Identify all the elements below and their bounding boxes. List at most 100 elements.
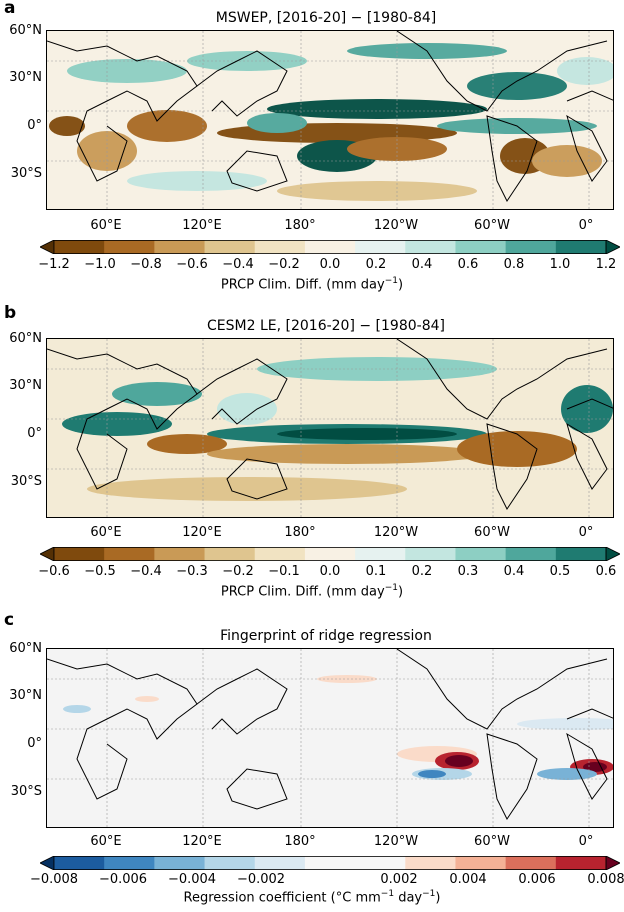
panel-a-lat-30s: 30°S [10,166,42,181]
colorbar-segment [455,856,507,870]
colorbar-tick-label: 0.5 [549,564,571,579]
colorbar-tick-label: 0.0 [319,257,341,272]
colorbar-tick-label: 1.2 [595,257,617,272]
colorbar-extend-low [40,240,55,254]
panel-a-letter: a [4,0,16,18]
panel-b-lat-60n: 60°N [9,331,42,346]
colorbar-segment [204,547,256,561]
panel-c-lon-0: 0° [578,834,594,849]
colorbar-tick-label: 0.004 [449,872,487,887]
panel-c-lon-120w: 120°W [373,834,419,849]
panel-c-letter: c [4,610,15,630]
colorbar-tick-label: −1.2 [38,257,70,272]
colorbar-frame [53,547,607,561]
colorbar-segment [204,240,256,254]
colorbar-tick-label: 0.2 [365,257,387,272]
panel-c-coastlines [47,649,613,820]
colorbar-tick-label: 1.0 [549,257,571,272]
panel-b-lat-30s: 30°S [10,474,42,489]
colorbar-segment [304,547,356,561]
colorbar-segment [54,240,105,254]
colorbar-segment [405,856,456,870]
colorbar-segment [505,856,557,870]
panel-b-lat-30n: 30°N [9,378,42,393]
colorbar-tick-label: −0.1 [268,564,300,579]
colorbar-segment [555,856,607,870]
colorbar-segment [204,856,256,870]
colorbar-frame [53,240,607,254]
panel-b-lon-60w: 60°W [474,525,510,540]
colorbar-tick-label: 0.0 [319,564,341,579]
colorbar-tick-label: −0.3 [176,564,208,579]
colorbar-segment [104,547,155,561]
colorbar-segment [505,547,557,561]
panel-a-lat-30n: 30°N [9,70,42,85]
panel-b-lon-120w: 120°W [373,525,419,540]
panel-b-coastlines [47,339,613,510]
colorbar-tick-label: 0.8 [503,257,525,272]
colorbar-tick-label: 0.3 [457,564,479,579]
panel-a-coastlines [47,31,613,202]
colorbar-segment [54,547,105,561]
panel-a-field [49,43,613,201]
colorbar-tick-label: −0.008 [29,872,79,887]
colorbar-tick-label: −1.0 [84,257,116,272]
colorbar-tick-label: −0.4 [130,564,162,579]
panel-c-lon-60w: 60°W [474,834,510,849]
colorbar-segment [405,547,456,561]
panel-a-lon-60w: 60°W [474,218,510,233]
colorbar-segment [455,240,507,254]
colorbar-extend-high [605,240,620,254]
colorbar-extend-high [605,547,620,561]
colorbar-tick-label: −0.8 [130,257,162,272]
colorbar-segment [505,240,557,254]
colorbar-segment [304,856,356,870]
panel-c-colorbar-label: Regression coefficient (°C mm−1 day−1) [183,889,441,906]
colorbar-tick-label: −0.002 [236,872,286,887]
colorbar-segment [555,240,607,254]
panel-b-lon-60e: 60°E [90,525,122,540]
panel-b-lon-120e: 120°E [182,525,222,540]
colorbar-segment [54,856,105,870]
panel-c-colorbar [40,856,620,870]
colorbar-extend-low [40,856,55,870]
panel-a-lat-60n: 60°N [9,23,42,38]
colorbar-segment [154,856,206,870]
colorbar-tick-label: −0.004 [167,872,217,887]
colorbar-tick-label: −0.2 [222,564,254,579]
panel-a-colorbar [40,240,620,254]
colorbar-segment [154,547,206,561]
colorbar-tick-label: 0.006 [518,872,556,887]
colorbar-tick-label: −0.6 [38,564,70,579]
colorbar-segment [304,240,356,254]
colorbar-segment [355,547,406,561]
panel-a-lon-120e: 120°E [182,218,222,233]
panel-c-lon-180: 180° [284,834,316,849]
panel-a-map[interactable] [46,30,614,210]
panel-b-lat-0: 0° [27,426,42,441]
panel-c-lat-0: 0° [27,736,42,751]
colorbar-segment [254,856,306,870]
colorbar-segment [254,547,306,561]
panel-c-map[interactable] [46,648,614,828]
colorbar-tick-label: 0.4 [411,257,433,272]
panel-c-lat-30n: 30°N [9,688,42,703]
panel-a-colorbar-label: PRCP Clim. Diff. (mm day−1) [220,276,404,293]
colorbar-tick-label: 0.6 [595,564,617,579]
panel-b-lon-0: 0° [578,525,594,540]
panel-a-lon-120w: 120°W [373,218,419,233]
colorbar-segment [355,856,406,870]
panel-a-lon-60e: 60°E [90,218,122,233]
colorbar-segment [254,240,306,254]
panel-c-title: Fingerprint of ridge regression [220,628,432,644]
panel-c-lon-60e: 60°E [90,834,122,849]
panel-c-lat-30s: 30°S [10,784,42,799]
colorbar-tick-label: 0.2 [411,564,433,579]
colorbar-segment [555,547,607,561]
colorbar-segment [405,240,456,254]
colorbar-frame [53,856,607,870]
panel-b-map[interactable] [46,338,614,518]
colorbar-tick-label: 0.008 [587,872,624,887]
colorbar-tick-label: −0.006 [98,872,148,887]
panel-a-lon-180: 180° [284,218,316,233]
